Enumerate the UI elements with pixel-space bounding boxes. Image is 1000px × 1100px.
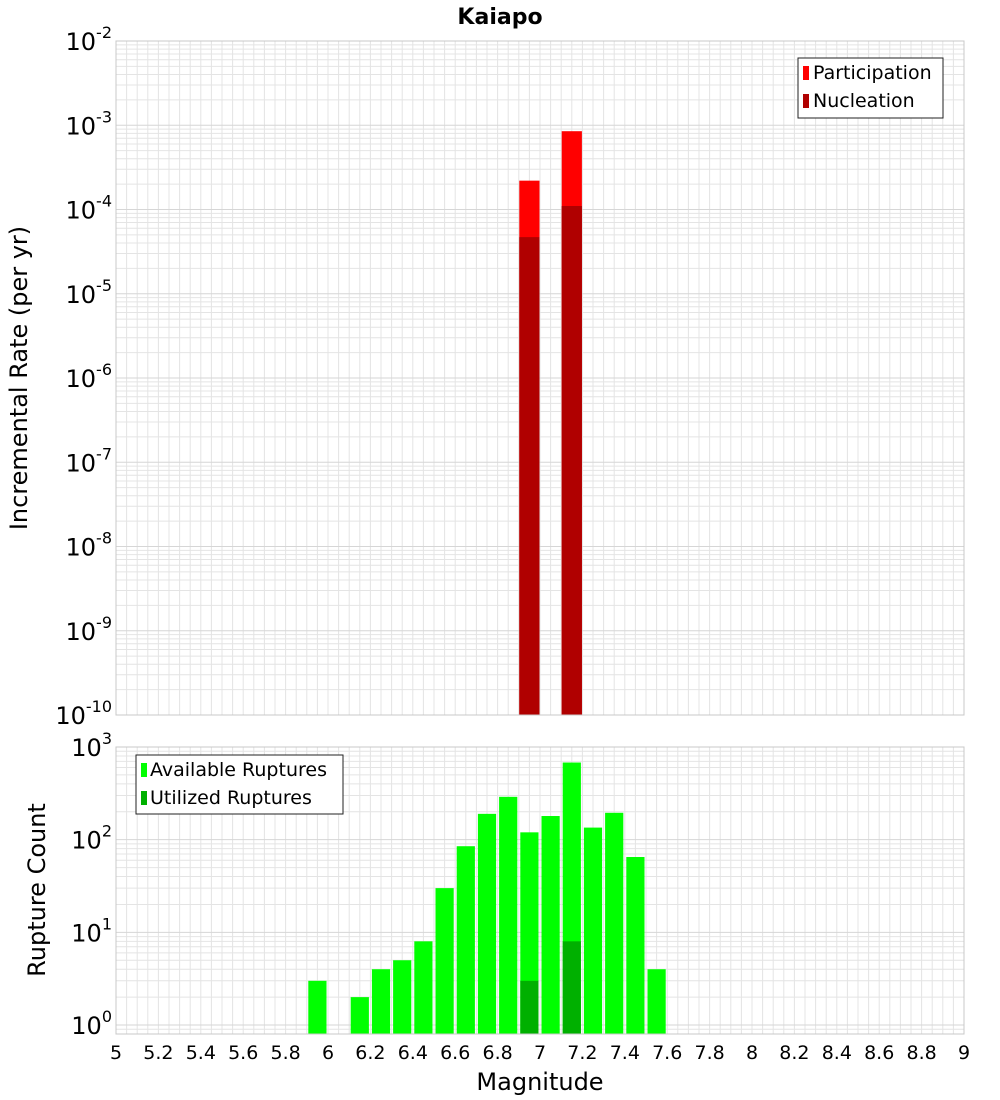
- x-tick-label: 8.8: [906, 1042, 936, 1064]
- x-tick-label: 8.6: [864, 1042, 894, 1064]
- chart-title: Kaiapo: [457, 5, 542, 30]
- top-y-tick-label: 10-9: [66, 613, 113, 646]
- legend-label-participation: Participation: [813, 62, 932, 84]
- x-tick-label: 6: [322, 1042, 334, 1064]
- x-tick-label: 8.2: [779, 1042, 809, 1064]
- bottom-y-tick-label: 103: [71, 729, 112, 762]
- bottom-y-axis-label: Rupture Count: [23, 803, 51, 977]
- top-legend: Participation Nucleation: [797, 57, 944, 119]
- bottom-legend-box: [135, 754, 344, 815]
- x-tick-label: 9: [958, 1042, 970, 1064]
- x-tick-label: 5.8: [270, 1042, 300, 1064]
- bottom-y-tick-label: 102: [71, 822, 112, 855]
- x-tick-label: 7.4: [610, 1042, 640, 1064]
- x-tick-label: 7.8: [694, 1042, 724, 1064]
- x-tick-label: 6.2: [355, 1042, 385, 1064]
- top-bar-nucleation: [561, 206, 582, 715]
- bottom-bar-available-ruptures: [477, 813, 497, 1034]
- bottom-bar-available-ruptures: [456, 846, 475, 1034]
- x-tick-label: 7: [534, 1042, 546, 1064]
- bottom-y-tick-label: 101: [71, 914, 112, 947]
- x-tick-label: 8.4: [822, 1042, 852, 1064]
- top-y-tick-label: 10-10: [55, 697, 112, 730]
- top-y-tick-label: 10-3: [66, 107, 113, 140]
- x-tick-label: 5: [110, 1042, 122, 1064]
- top-y-tick-label: 10-7: [66, 444, 113, 477]
- bottom-bar-utilized-ruptures: [562, 941, 581, 1034]
- bottom-bar-available-ruptures: [350, 997, 369, 1034]
- top-plot: 10-10 10-9 10-8 10-7 10-6 10-5 10-4 10-3 10-2 In…: [5, 23, 965, 730]
- bottom-bar-available-ruptures: [414, 941, 433, 1034]
- x-tick-label: 8: [746, 1042, 758, 1064]
- legend-label-nucleation: Nucleation: [813, 90, 915, 112]
- bottom-bar-utilized-ruptures: [520, 980, 539, 1034]
- legend-swatch-utilized-ruptures: [141, 791, 147, 805]
- top-bars: [519, 131, 582, 716]
- top-y-tick-label: 10-6: [66, 360, 113, 393]
- legend-swatch-nucleation: [803, 94, 809, 108]
- top-y-tick-label: 10-4: [66, 192, 113, 225]
- bottom-y-tick-label: 100: [71, 1007, 112, 1040]
- bottom-legend: Available Ruptures Utilized Ruptures: [135, 754, 344, 815]
- legend-swatch-available-ruptures: [141, 763, 147, 777]
- top-y-tick-label: 10-2: [66, 23, 113, 56]
- x-axis-label: Magnitude: [476, 1068, 603, 1096]
- bottom-bar-available-ruptures: [393, 960, 412, 1034]
- top-plot-frame: [115, 40, 965, 716]
- bottom-y-tick-labels: 100 101 102 103: [71, 729, 112, 1040]
- x-tick-label: 5.2: [143, 1042, 173, 1064]
- top-y-tick-labels: 10-10 10-9 10-8 10-7 10-6 10-5 10-4 10-3 10-2: [55, 23, 112, 730]
- bottom-bar-available-ruptures: [371, 969, 391, 1034]
- x-tick-label: 6.4: [398, 1042, 428, 1064]
- bottom-plot: 100 101 102 103 5 5.2 5.4 5.6 5.8 6 6.2 6.4 6.6 6.8 7…: [23, 729, 970, 1096]
- top-legend-box: [797, 57, 944, 119]
- bottom-bar-available-ruptures: [647, 969, 666, 1034]
- bottom-bar-available-ruptures: [499, 796, 518, 1034]
- bottom-bar-available-ruptures: [583, 827, 603, 1034]
- bottom-bar-available-ruptures: [626, 857, 645, 1034]
- x-tick-label: 7.6: [652, 1042, 682, 1064]
- bottom-bar-available-ruptures: [541, 816, 560, 1034]
- x-tick-label: 7.2: [567, 1042, 597, 1064]
- legend-label-utilized-ruptures: Utilized Ruptures: [150, 787, 312, 809]
- bottom-bar-available-ruptures: [435, 888, 454, 1034]
- top-y-axis-label: Incremental Rate (per yr): [5, 226, 33, 530]
- x-tick-label: 6.6: [440, 1042, 470, 1064]
- bottom-plot-frame: [115, 746, 965, 1035]
- x-tick-label: 5.4: [186, 1042, 216, 1064]
- top-bar-nucleation: [519, 237, 540, 715]
- x-tick-label: 5.6: [228, 1042, 258, 1064]
- top-y-tick-label: 10-8: [66, 529, 113, 562]
- top-y-tick-label: 10-5: [66, 276, 113, 309]
- x-tick-label: 6.8: [482, 1042, 512, 1064]
- bottom-bar-available-ruptures: [605, 812, 624, 1034]
- bottom-bar-available-ruptures: [308, 980, 327, 1034]
- x-tick-labels: 5 5.2 5.4 5.6 5.8 6 6.2 6.4 6.6 6.8 7 7.2 7.4 7.6 7.8 8…: [110, 1042, 970, 1064]
- legend-swatch-participation: [803, 66, 809, 80]
- top-grid: [115, 40, 965, 716]
- bottom-bars: [308, 762, 666, 1034]
- legend-label-available-ruptures: Available Ruptures: [150, 759, 327, 781]
